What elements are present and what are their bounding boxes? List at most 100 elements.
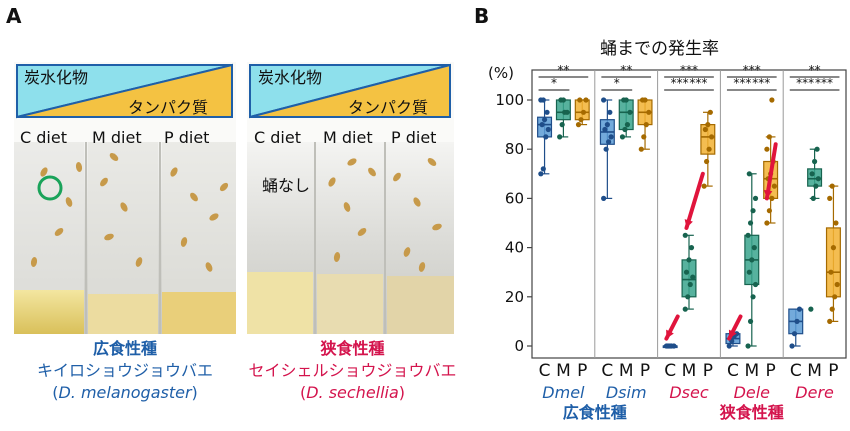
diet-letter: M <box>556 361 571 381</box>
data-point <box>623 97 629 103</box>
specialist-label: 狭食性種 <box>719 403 784 422</box>
data-point <box>810 195 816 201</box>
data-point <box>682 232 688 238</box>
data-point <box>746 171 752 177</box>
data-point <box>726 343 732 349</box>
data-point <box>708 134 715 140</box>
data-point <box>607 109 613 115</box>
data-point <box>771 183 777 189</box>
data-point <box>833 220 839 226</box>
species-label-dere: Dere <box>795 383 834 402</box>
chart-title: 蛹までの発生率 <box>600 39 719 59</box>
right-nutrient-triangle <box>247 62 454 120</box>
data-point <box>577 97 583 103</box>
data-point <box>682 306 688 312</box>
data-point <box>734 331 740 337</box>
diet-letter: P <box>828 361 838 381</box>
data-point <box>540 166 546 172</box>
diet-letter: C <box>790 361 802 381</box>
data-point <box>701 183 707 189</box>
y-tick-label: 80 <box>505 140 524 158</box>
data-point <box>832 294 838 300</box>
right-caption-species: (D. sechellia) <box>299 383 406 402</box>
data-point <box>749 257 755 263</box>
data-point <box>764 220 770 226</box>
data-point <box>687 281 693 288</box>
data-point <box>815 176 821 182</box>
data-point <box>538 171 544 177</box>
data-point <box>834 281 840 288</box>
left-diet-p: P diet <box>164 128 210 147</box>
significance-stars: *** <box>671 76 689 90</box>
data-point <box>809 171 815 177</box>
data-point <box>752 281 759 288</box>
left-caption-name: キイロショウジョウバエ <box>36 361 213 380</box>
panel-a-label: A <box>6 4 22 28</box>
plot-frame <box>531 69 847 359</box>
significance-stars: *** <box>733 76 751 90</box>
data-point <box>829 306 835 312</box>
right-species-italic: D. sechellia <box>306 383 399 402</box>
data-point <box>827 195 833 201</box>
data-point <box>814 146 820 152</box>
data-point <box>766 208 772 214</box>
data-point <box>638 146 644 152</box>
data-point <box>603 146 609 152</box>
data-point <box>601 97 607 103</box>
y-tick-label: 100 <box>495 91 524 109</box>
data-point <box>706 146 712 152</box>
data-point <box>539 122 545 128</box>
left-caption-species: (D. melanogaster) <box>52 383 198 402</box>
data-point <box>646 109 652 115</box>
y-tick-label: 20 <box>505 288 524 306</box>
data-point <box>619 134 626 140</box>
left-species-italic: D. melanogaster <box>58 383 192 402</box>
data-point <box>683 269 690 275</box>
data-point <box>557 134 563 140</box>
significance-stars: * <box>551 76 557 90</box>
left-nutrient-triangle <box>14 62 236 120</box>
diet-letter: M <box>619 361 634 381</box>
data-point <box>544 109 550 115</box>
data-point <box>545 126 551 133</box>
significance-stars: *** <box>743 63 761 77</box>
data-point <box>543 134 549 140</box>
data-point <box>667 343 673 349</box>
emphasis-arrow-head <box>666 329 674 339</box>
right-diet-c: C diet <box>254 128 301 147</box>
emphasis-arrow-head <box>728 329 737 339</box>
significance-stars: *** <box>796 76 814 90</box>
data-point <box>685 294 691 300</box>
generalist-label: 広食性種 <box>563 403 627 422</box>
data-point <box>622 126 628 133</box>
data-point <box>751 245 757 251</box>
data-point <box>764 146 770 152</box>
data-point <box>583 97 589 103</box>
data-point <box>747 220 754 226</box>
right-caption-name: セイシェルショウジョウバエ <box>248 361 457 380</box>
data-point <box>641 134 647 140</box>
data-point <box>688 245 695 251</box>
data-point <box>702 126 708 133</box>
data-point <box>750 208 756 214</box>
significance-stars: *** <box>689 76 707 90</box>
data-point <box>601 195 607 201</box>
panel-b-label: B <box>474 4 490 28</box>
data-point <box>624 122 631 128</box>
data-point <box>745 343 751 349</box>
data-point <box>643 122 649 128</box>
data-point <box>789 343 795 349</box>
data-point <box>769 195 775 201</box>
data-point <box>766 134 772 140</box>
data-point <box>608 134 614 140</box>
data-point <box>671 343 677 349</box>
data-point <box>541 117 548 123</box>
right-carb-label: 炭水化物 <box>258 68 323 87</box>
significance-stars: *** <box>680 63 698 77</box>
emphasis-arrow-head <box>763 189 773 199</box>
significance-stars: ** <box>620 63 632 77</box>
significance-stars: * <box>614 76 620 90</box>
data-point <box>707 109 713 115</box>
diet-letter: P <box>703 361 713 381</box>
